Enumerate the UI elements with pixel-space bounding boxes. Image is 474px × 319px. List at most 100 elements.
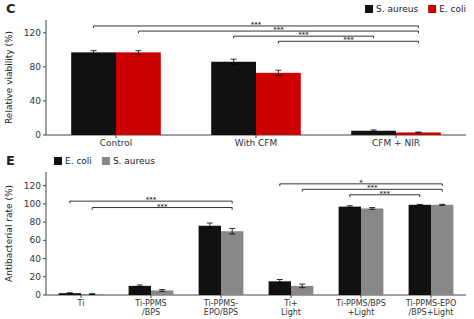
y-tick-label: 0: [35, 290, 41, 300]
bar: [151, 290, 173, 295]
significance-label: ***: [343, 36, 354, 44]
x-tick-label-line: Light: [281, 308, 301, 317]
error-bar: [91, 51, 97, 54]
plot-marks: [59, 184, 454, 295]
significance-label: ***: [367, 184, 378, 192]
y-tick-label: 0: [35, 130, 41, 140]
y-tick: [43, 258, 46, 259]
x-axis-line: [46, 295, 466, 296]
x-tick-label-line: /BPS: [142, 308, 160, 317]
significance-label: ***: [157, 203, 168, 211]
x-tick-label-line: Ti-PPMS-: [203, 299, 238, 308]
bar: [59, 293, 81, 295]
y-tick-label: 80: [30, 217, 42, 227]
y-tick: [43, 240, 46, 241]
y-tick: [43, 66, 46, 67]
x-tick: [431, 295, 432, 298]
error-bar: [137, 285, 143, 287]
y-tick: [43, 203, 46, 204]
x-tick-label: Control: [100, 138, 133, 148]
legend-label: E. coli: [439, 4, 466, 14]
x-tick-label: CFM + NIR: [372, 138, 420, 148]
x-tick-label-line: Ti-PPMS-EPO: [405, 299, 456, 308]
x-tick-label: Ti-PPMS-EPO/BPS+Light: [405, 299, 456, 317]
error-bar: [277, 280, 283, 284]
legend-swatch: [102, 157, 110, 165]
y-axis-label: Antibacterial rate (%): [4, 185, 14, 282]
x-tick-label-line: Ti: [77, 299, 85, 308]
y-tick-label: 20: [30, 272, 42, 282]
legend-label: S. aureus: [113, 156, 155, 166]
legend: S. aureus E. coli: [365, 4, 466, 14]
error-bar: [415, 132, 421, 134]
error-bar: [89, 293, 95, 295]
error-bar: [439, 204, 445, 206]
error-bar: [299, 284, 305, 288]
bar: [431, 205, 453, 295]
y-tick: [43, 276, 46, 277]
x-tick-label-line: /BPS+Light: [409, 308, 454, 317]
error-bar: [135, 51, 141, 54]
bar: [409, 205, 431, 295]
error-bar: [229, 228, 235, 233]
x-tick-label-line: CFM + NIR: [372, 138, 420, 148]
x-tick-label-line: Ti-PPMS/BPS: [335, 299, 385, 308]
error-bar: [207, 223, 213, 228]
y-axis-line: [46, 20, 47, 135]
chart-title: C: [6, 1, 16, 16]
y-tick: [43, 135, 46, 136]
x-tick: [221, 295, 222, 298]
bar: [81, 294, 103, 295]
bar: [71, 52, 116, 135]
error-bar: [371, 130, 377, 132]
y-tick-label: 120: [24, 181, 41, 191]
bar: [361, 208, 383, 295]
x-tick-label-line: With CFM: [235, 138, 278, 148]
y-tick: [43, 32, 46, 33]
plot-marks: [71, 26, 441, 135]
legend-swatch: [54, 157, 62, 165]
x-tick-label-line: +Light: [348, 308, 375, 317]
x-tick-label: Ti: [77, 299, 85, 308]
legend-swatch: [365, 5, 373, 13]
x-tick-label-line: EPO/BPS: [204, 308, 238, 317]
y-tick-label: 60: [30, 235, 42, 245]
x-tick-label-line: Ti-PPMS: [134, 299, 166, 308]
bar: [199, 226, 221, 295]
bar: [211, 62, 256, 135]
x-tick: [361, 295, 362, 298]
x-tick: [81, 295, 82, 298]
significance-label: ***: [146, 196, 157, 204]
bar: [396, 132, 441, 135]
x-tick: [151, 295, 152, 298]
x-tick-label: Ti-PPMS/BPS: [134, 299, 166, 317]
significance-label: ***: [380, 190, 391, 198]
figure: C 0 40 80 120 Relative viability (%) Control Wi…: [0, 0, 474, 319]
bar: [339, 207, 361, 295]
x-tick: [291, 295, 292, 298]
legend-label: E. coli: [65, 156, 92, 166]
x-tick-label: Ti+Light: [281, 299, 301, 317]
y-axis-label: Relative viability (%): [4, 31, 14, 124]
error-bar: [231, 59, 237, 64]
significance-label: *: [359, 179, 363, 187]
y-tick-label: 120: [24, 28, 41, 38]
y-tick-label: 80: [30, 62, 42, 72]
y-tick-label: 40: [30, 254, 42, 264]
y-tick-label: 40: [30, 96, 42, 106]
error-bar: [347, 206, 353, 208]
significance-label: ***: [273, 26, 284, 34]
error-bar: [275, 70, 281, 75]
y-tick: [43, 185, 46, 186]
error-bar: [67, 292, 73, 294]
significance-label: ***: [251, 21, 262, 29]
error-bar: [159, 290, 165, 292]
bar: [256, 73, 301, 135]
legend-label: S. aureus: [376, 4, 418, 14]
y-tick: [43, 222, 46, 223]
bar: [116, 52, 161, 135]
legend: E. coli S. aureus: [54, 156, 155, 166]
x-tick-label: Ti-PPMS-EPO/BPS: [203, 299, 238, 317]
chart-title: E: [6, 153, 15, 168]
x-tick-label-line: Control: [100, 138, 133, 148]
